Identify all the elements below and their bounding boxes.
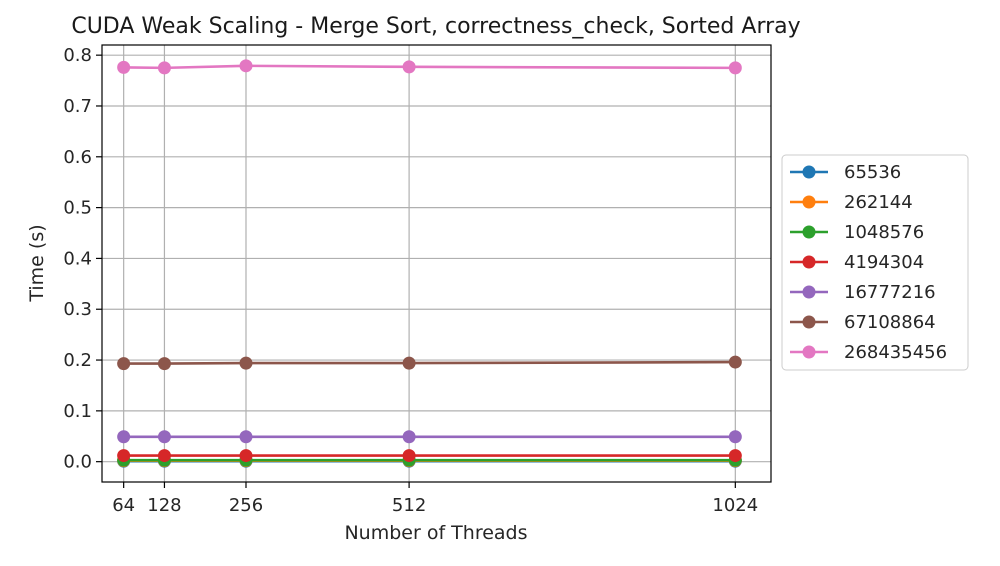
data-series bbox=[117, 59, 742, 468]
legend-marker bbox=[802, 255, 816, 269]
legend-label: 4194304 bbox=[844, 252, 924, 273]
axis-ticks: 0.0 0.1 0.2 0.3 0.4 0.5 0.6 0.7 0.8 64 128 256 512 10… bbox=[63, 45, 758, 516]
data-point bbox=[402, 356, 416, 370]
legend-box bbox=[781, 154, 969, 371]
legend-item: 268435456 bbox=[790, 342, 947, 363]
data-point bbox=[402, 449, 416, 463]
data-point bbox=[117, 430, 131, 444]
legend-marker bbox=[802, 225, 816, 239]
x-tick-label: 1024 bbox=[712, 495, 758, 516]
legend-item: 262144 bbox=[790, 192, 913, 213]
y-tick-label: 0.5 bbox=[63, 198, 92, 219]
x-axis-label: Number of Threads bbox=[344, 522, 527, 544]
data-point bbox=[157, 357, 171, 371]
legend-marker bbox=[802, 165, 816, 179]
series-67108864 bbox=[117, 355, 742, 371]
data-point bbox=[117, 449, 131, 463]
legend-item: 1048576 bbox=[790, 222, 924, 243]
y-tick-label: 0.1 bbox=[63, 401, 92, 422]
legend-marker bbox=[802, 315, 816, 329]
grid-lines bbox=[102, 45, 771, 482]
y-tick-label: 0.7 bbox=[63, 96, 92, 117]
data-point bbox=[117, 357, 131, 371]
y-tick-label: 0.0 bbox=[63, 452, 92, 473]
y-tick-label: 0.8 bbox=[63, 45, 92, 66]
legend-item: 65536 bbox=[790, 162, 901, 183]
data-point bbox=[402, 430, 416, 444]
series-268435456 bbox=[117, 59, 742, 75]
data-point bbox=[239, 430, 253, 444]
data-point bbox=[239, 59, 253, 73]
data-point bbox=[117, 60, 131, 74]
data-point bbox=[402, 60, 416, 74]
data-point bbox=[728, 61, 742, 75]
series-line bbox=[123, 360, 736, 365]
data-point bbox=[239, 356, 253, 370]
legend-label: 16777216 bbox=[844, 282, 936, 303]
legend-item: 16777216 bbox=[790, 282, 936, 303]
legend-item: 67108864 bbox=[790, 312, 936, 333]
x-tick-label: 256 bbox=[229, 495, 263, 516]
x-tick-label: 512 bbox=[392, 495, 426, 516]
legend-item: 4194304 bbox=[790, 252, 924, 273]
y-tick-label: 0.4 bbox=[63, 248, 92, 269]
series-4194304 bbox=[117, 449, 742, 463]
legend-marker bbox=[802, 285, 816, 299]
chart-title: CUDA Weak Scaling - Merge Sort, correctn… bbox=[71, 14, 800, 39]
data-point bbox=[239, 449, 253, 463]
legend-label: 67108864 bbox=[844, 312, 936, 333]
legend-label: 1048576 bbox=[844, 222, 924, 243]
x-tick-label: 128 bbox=[147, 495, 181, 516]
data-point bbox=[728, 355, 742, 369]
series-16777216 bbox=[117, 430, 742, 444]
legend-label: 262144 bbox=[844, 192, 913, 213]
legend-label: 65536 bbox=[844, 162, 901, 183]
legend-marker bbox=[802, 195, 816, 209]
legend-marker bbox=[802, 345, 816, 359]
data-point bbox=[728, 430, 742, 444]
y-axis-label: Time (s) bbox=[26, 224, 48, 302]
legend-label: 268435456 bbox=[844, 342, 947, 363]
data-point bbox=[728, 449, 742, 463]
data-point bbox=[157, 430, 171, 444]
legend: 65536 262144 1048576 4194304 16777216 6710886… bbox=[781, 154, 969, 371]
y-tick-label: 0.2 bbox=[63, 350, 92, 371]
plot-area-frame bbox=[101, 44, 772, 483]
y-tick-label: 0.6 bbox=[63, 147, 92, 168]
data-point bbox=[157, 449, 171, 463]
x-tick-label: 64 bbox=[112, 495, 135, 516]
data-point bbox=[157, 61, 171, 75]
y-tick-label: 0.3 bbox=[63, 299, 92, 320]
